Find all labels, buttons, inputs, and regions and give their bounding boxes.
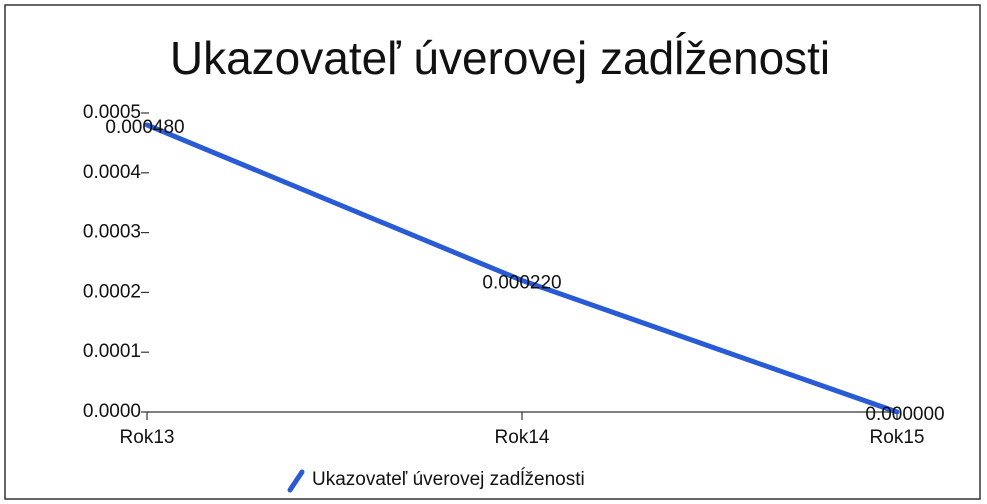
y-tick-label: 0.0005 [83, 102, 141, 123]
data-label: 0.000480 [105, 117, 184, 138]
legend-label: Ukazovateľ úverovej zadĺženosti [312, 468, 585, 490]
legend-swatch [287, 469, 305, 493]
y-tick-label: 0.0000 [83, 401, 141, 422]
series-line [144, 122, 900, 415]
x-tick-label: Rok14 [495, 427, 550, 448]
y-tick-label: 0.0003 [83, 222, 141, 243]
frame [4, 4, 981, 500]
y-tick-label: 0.0004 [83, 162, 142, 183]
x-tick-label: Rok13 [120, 427, 175, 448]
x-tick-label: Rok15 [870, 427, 925, 448]
data-label: 0.000000 [865, 404, 944, 425]
chart-title: Ukazovateľ úverovej zadĺženosti [170, 32, 830, 84]
y-tick-label: 0.0001 [83, 341, 141, 362]
data-label: 0.000220 [482, 272, 561, 293]
y-tick-label: 0.0002 [83, 281, 141, 302]
